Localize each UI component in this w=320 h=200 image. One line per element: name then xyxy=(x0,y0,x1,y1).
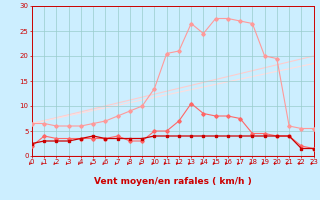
X-axis label: Vent moyen/en rafales ( km/h ): Vent moyen/en rafales ( km/h ) xyxy=(94,177,252,186)
